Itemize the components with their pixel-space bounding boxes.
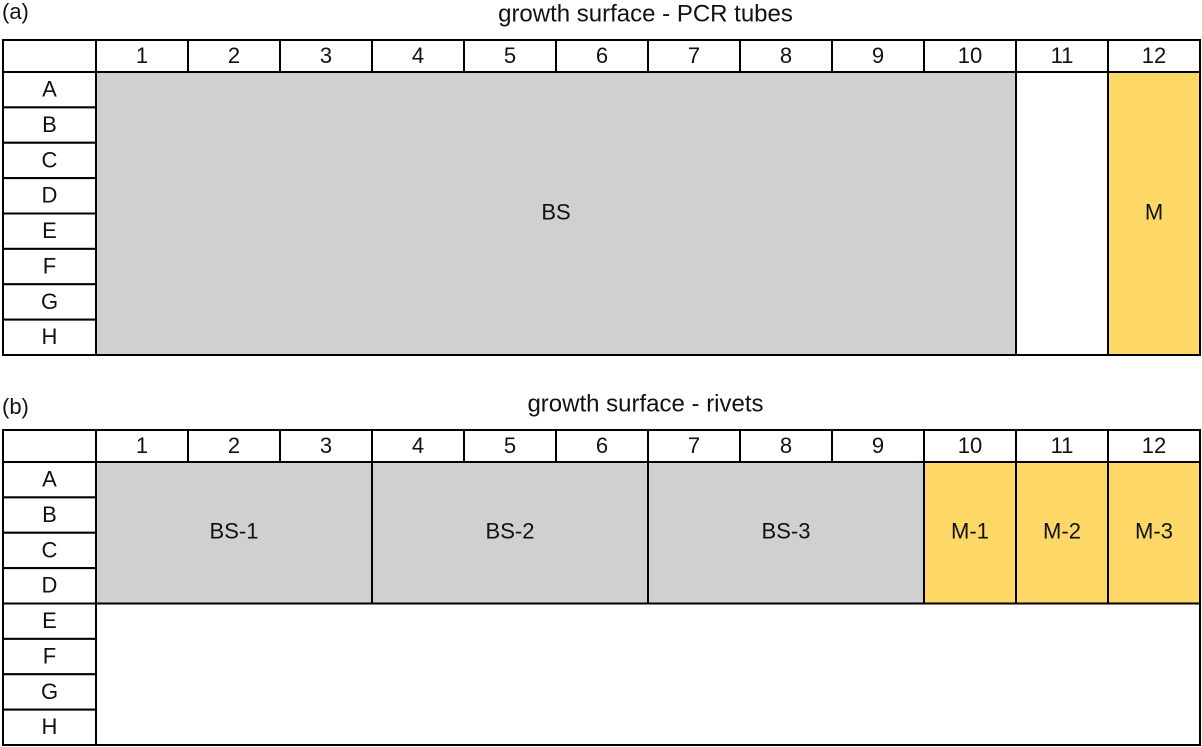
- grid-border: [2, 429, 1201, 746]
- column-header: [923, 429, 1017, 463]
- region-label: M-2: [1043, 519, 1081, 544]
- grid-border: [2, 39, 1201, 356]
- region-label: BS-3: [762, 519, 811, 544]
- row-header: [2, 71, 97, 109]
- column-header: [831, 39, 925, 73]
- column-header: [923, 39, 1017, 73]
- corner-cell: [2, 429, 97, 463]
- region-label: BS-1: [210, 519, 259, 544]
- region-label: M: [1145, 199, 1163, 224]
- row-label: C: [42, 147, 58, 172]
- row-header: [2, 177, 97, 215]
- column-label: 10: [958, 43, 982, 68]
- row-label: B: [42, 502, 57, 527]
- row-header: [2, 283, 97, 321]
- row-label: F: [43, 643, 56, 668]
- column-label: 11: [1051, 43, 1074, 68]
- column-header: [739, 429, 833, 463]
- panel-label: (b): [2, 394, 29, 419]
- column-label: 1: [136, 433, 148, 458]
- region-label: BS: [541, 199, 570, 224]
- panel-label: (a): [2, 0, 29, 24]
- column-label: 12: [1142, 43, 1166, 68]
- column-label: 7: [688, 43, 700, 68]
- panel-title: growth surface - PCR tubes: [498, 0, 793, 27]
- region: [647, 461, 925, 605]
- column-label: 3: [320, 43, 332, 68]
- corner-cell: [2, 39, 97, 73]
- column-label: 7: [688, 433, 700, 458]
- row-label: E: [42, 608, 57, 633]
- region: [95, 71, 1017, 356]
- row-label: C: [42, 537, 58, 562]
- column-label: 9: [872, 433, 884, 458]
- column-label: 5: [504, 433, 516, 458]
- column-header: [555, 429, 649, 463]
- row-header: [2, 531, 97, 570]
- column-header: [1015, 39, 1109, 73]
- row-header: [2, 673, 97, 711]
- column-label: 2: [228, 43, 240, 68]
- row-label: H: [42, 324, 58, 349]
- row-label: G: [41, 289, 58, 314]
- row-label: A: [42, 77, 57, 102]
- row-label: F: [43, 253, 56, 278]
- column-label: 6: [596, 43, 608, 68]
- column-label: 8: [780, 43, 792, 68]
- column-label: 4: [412, 433, 424, 458]
- column-header: [95, 39, 189, 73]
- row-label: B: [42, 112, 57, 137]
- column-label: 2: [228, 433, 240, 458]
- row-label: E: [42, 218, 57, 243]
- column-label: 5: [504, 43, 516, 68]
- column-header: [371, 39, 465, 73]
- region-label: M-3: [1135, 519, 1173, 544]
- column-label: 12: [1142, 433, 1166, 458]
- row-label: H: [42, 714, 58, 739]
- row-header: [2, 496, 97, 534]
- region: [1107, 461, 1201, 605]
- row-header: [2, 247, 97, 286]
- column-label: 4: [412, 43, 424, 68]
- region: [371, 461, 649, 605]
- row-label: G: [41, 679, 58, 704]
- column-header: [187, 39, 281, 73]
- column-label: 8: [780, 433, 792, 458]
- column-header: [187, 429, 281, 463]
- column-label: 1: [136, 43, 148, 68]
- panel-title: growth surface - rivets: [527, 390, 763, 417]
- column-label: 10: [958, 433, 982, 458]
- column-label: 9: [872, 43, 884, 68]
- region-label: BS-2: [486, 519, 535, 544]
- column-label: 6: [596, 433, 608, 458]
- row-label: D: [42, 183, 58, 208]
- row-label: D: [42, 573, 58, 598]
- row-header: [2, 141, 97, 180]
- column-label: 11: [1051, 433, 1074, 458]
- column-label: 3: [320, 433, 332, 458]
- row-label: A: [42, 467, 57, 492]
- region-label: M-1: [951, 519, 989, 544]
- column-header: [371, 429, 465, 463]
- region: [95, 461, 373, 605]
